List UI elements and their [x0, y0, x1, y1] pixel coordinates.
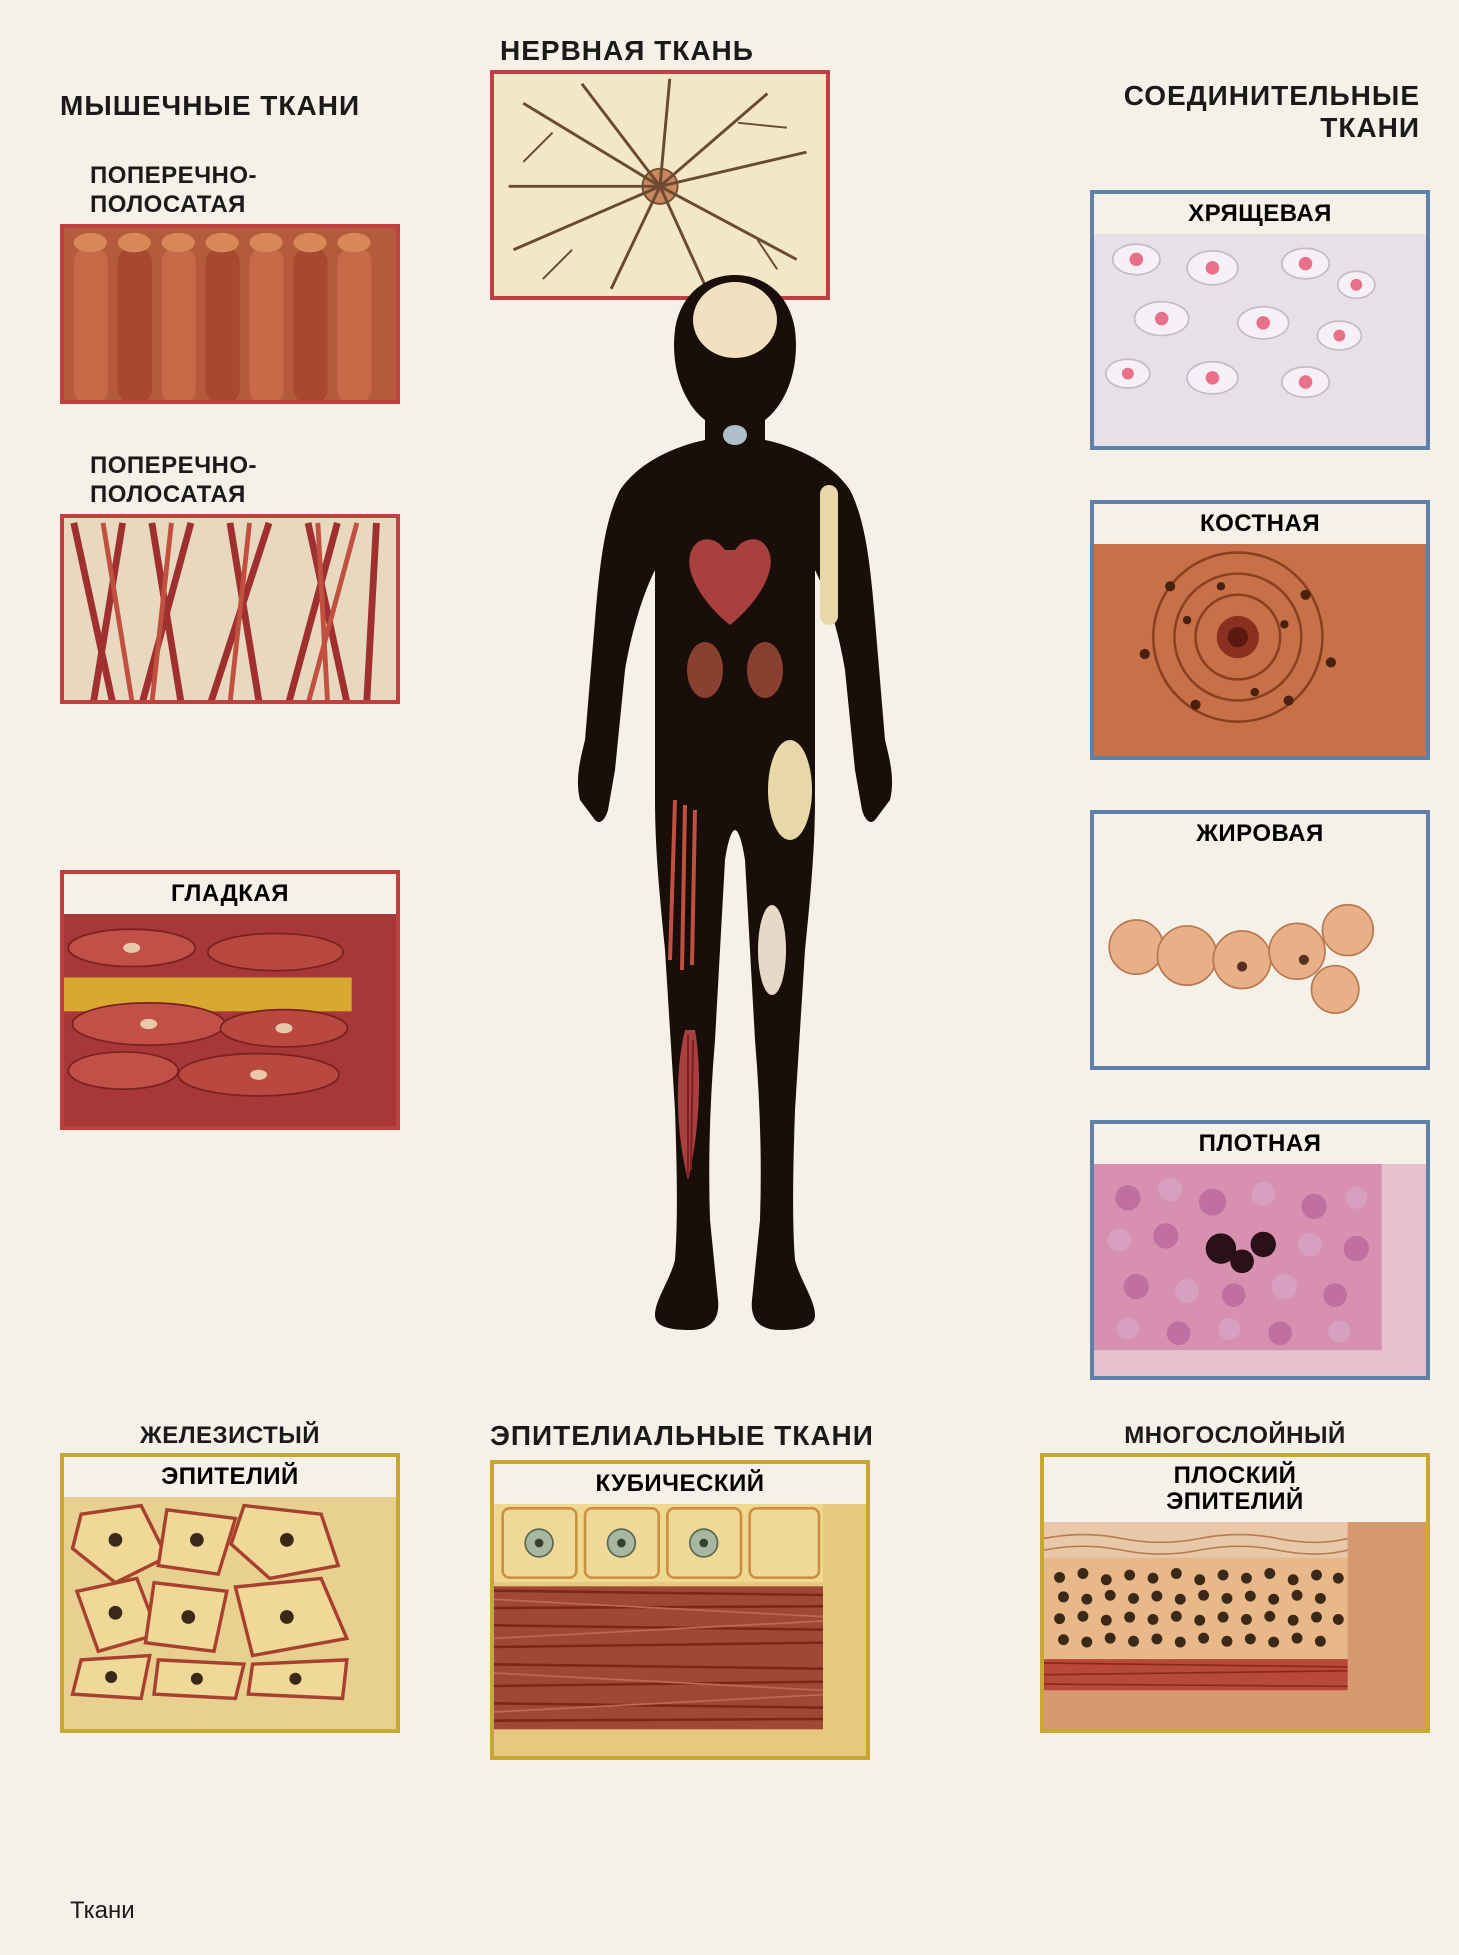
dense-icon	[1094, 1164, 1382, 1380]
muscle-section-title: МЫШЕЧНЫЕ ТКАНИ	[60, 90, 360, 122]
cuboidal-label: КУБИЧЕСКИЙ	[494, 1464, 866, 1504]
diagram-container: МЫШЕЧНЫЕ ТКАНИ НЕРВНАЯ ТКАНЬ СОЕДИНИТЕЛЬ…	[20, 20, 1439, 1935]
dense-card: ПЛОТНАЯ	[1090, 1120, 1430, 1380]
stratified-icon	[1044, 1519, 1348, 1733]
bone-label: КОСТНАЯ	[1094, 504, 1426, 544]
dense-label: ПЛОТНАЯ	[1094, 1124, 1426, 1164]
footer-caption: Ткани	[70, 1897, 135, 1925]
cuboidal-icon	[494, 1504, 823, 1760]
epithelial-section-title: ЭПИТЕЛИАЛЬНЫЕ ТКАНИ	[490, 1420, 874, 1452]
bone-card: КОСТНАЯ	[1090, 500, 1430, 760]
stratified-card: МНОГОСЛОЙНЫЙ ПЛОСКИЙ ЭПИТЕЛИЙ	[1040, 1420, 1430, 1733]
cartilage-card: ХРЯЩЕВАЯ	[1090, 190, 1430, 450]
smooth-label: ГЛАДКАЯ	[64, 874, 396, 914]
adipose-icon	[1094, 854, 1382, 1070]
stratified-label-above: МНОГОСЛОЙНЫЙ	[1040, 1420, 1430, 1453]
cartilage-icon	[1094, 234, 1382, 450]
adipose-card: ЖИРОВАЯ	[1090, 810, 1430, 1070]
glandular-card: ЖЕЛЕЗИСТЫЙ ЭПИТЕЛИЙ	[60, 1420, 400, 1733]
adipose-label: ЖИРОВАЯ	[1094, 814, 1426, 854]
human-body-icon	[510, 260, 960, 1340]
cuboidal-card: КУБИЧЕСКИЙ	[490, 1460, 870, 1760]
cardiac-card: ПОПЕРЕЧНО- ПОЛОСАТАЯ СЕРДЕЧНАЯ	[60, 450, 400, 704]
cardiac-muscle-icon	[64, 518, 396, 704]
smooth-muscle-icon	[64, 914, 352, 1130]
cartilage-label: ХРЯЩЕВАЯ	[1094, 194, 1426, 234]
skeletal-card: ПОПЕРЕЧНО- ПОЛОСАТАЯ СКЕЛЕТНАЯ	[60, 160, 400, 404]
smooth-card: ГЛАДКАЯ	[60, 870, 400, 1130]
bone-icon	[1094, 544, 1382, 760]
glandular-label-above: ЖЕЛЕЗИСТЫЙ	[60, 1420, 400, 1453]
glandular-icon	[64, 1497, 355, 1733]
stratified-label-inside: ПЛОСКИЙ ЭПИТЕЛИЙ	[1044, 1457, 1426, 1522]
nervous-section-title: НЕРВНАЯ ТКАНЬ	[500, 35, 754, 67]
connective-section-title: СОЕДИНИТЕЛЬНЫЕ ТКАНИ	[1000, 80, 1420, 144]
glandular-label-inside: ЭПИТЕЛИЙ	[64, 1457, 396, 1497]
striated-muscle-icon	[64, 228, 396, 404]
